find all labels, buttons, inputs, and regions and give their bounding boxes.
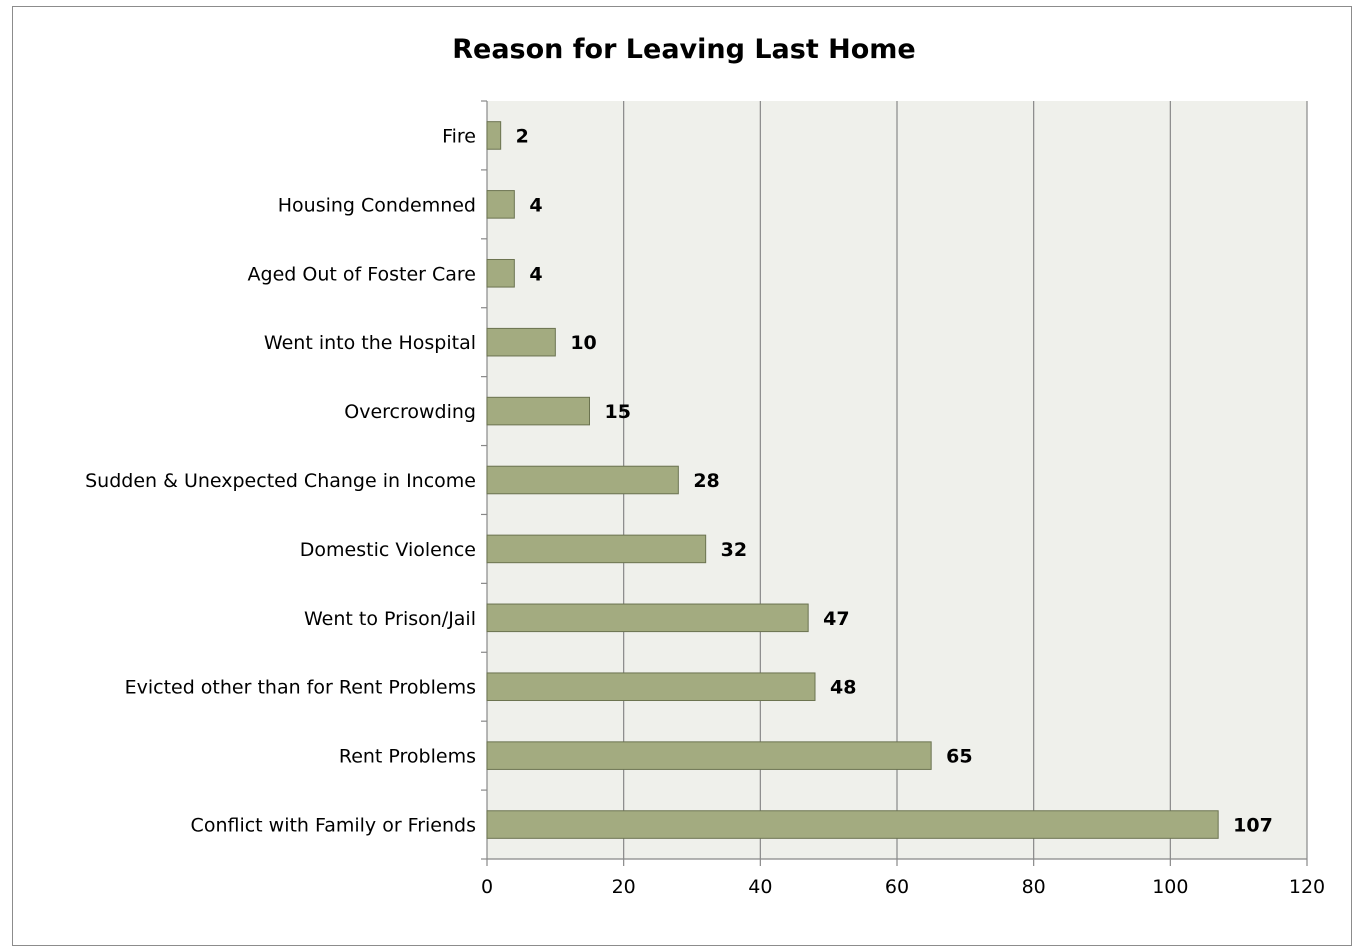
bar [486, 603, 809, 633]
x-tick-label: 20 [612, 876, 636, 898]
chart-title: Reason for Leaving Last Home [452, 34, 916, 65]
data-label: 47 [823, 608, 849, 630]
data-label: 4 [529, 194, 542, 216]
data-label: 2 [516, 125, 529, 147]
data-label: 48 [830, 677, 856, 699]
bar [486, 121, 502, 150]
category-label: Conflict with Family or Friends [191, 815, 476, 837]
x-tick-label: 0 [481, 876, 493, 898]
category-label: Fire [442, 125, 476, 147]
x-tick-label: 80 [1022, 876, 1046, 898]
category-label: Domestic Violence [300, 539, 476, 561]
category-label: Rent Problems [339, 746, 476, 768]
bar [486, 810, 1219, 839]
data-label: 10 [570, 332, 596, 354]
category-label: Went into the Hospital [264, 332, 476, 354]
category-label: Went to Prison/Jail [304, 608, 476, 630]
category-label: Sudden & Unexpected Change in Income [85, 470, 476, 492]
bar [486, 534, 707, 564]
data-label: 65 [946, 746, 972, 768]
bar [486, 327, 556, 357]
category-label: Housing Condemned [278, 194, 476, 216]
bar [486, 190, 515, 219]
bar [486, 396, 590, 426]
data-label: 4 [529, 263, 542, 285]
data-label: 15 [605, 401, 631, 423]
bar [486, 465, 679, 495]
x-tick-label: 60 [885, 876, 909, 898]
bar [486, 741, 932, 770]
category-label: Aged Out of Foster Care [248, 263, 476, 285]
bar-chart: Reason for Leaving Last Home 0 20 40 60 80 10… [85, 34, 1325, 898]
bar [486, 672, 816, 702]
plot-area: 0 20 40 60 80 100 120 Fire 2 Housing Condemned 4 Ag… [85, 100, 1325, 898]
data-label: 107 [1233, 815, 1273, 837]
x-tick-label: 120 [1289, 876, 1325, 898]
bar [486, 258, 515, 288]
data-label: 28 [693, 470, 719, 492]
x-tick-label: 100 [1152, 876, 1188, 898]
x-tick-label: 40 [748, 876, 772, 898]
chart-container: Reason for Leaving Last Home 0 20 40 60 80 10… [12, 6, 1352, 946]
category-label: Overcrowding [344, 401, 476, 423]
category-label: Evicted other than for Rent Problems [125, 677, 476, 699]
data-label: 32 [721, 539, 747, 561]
